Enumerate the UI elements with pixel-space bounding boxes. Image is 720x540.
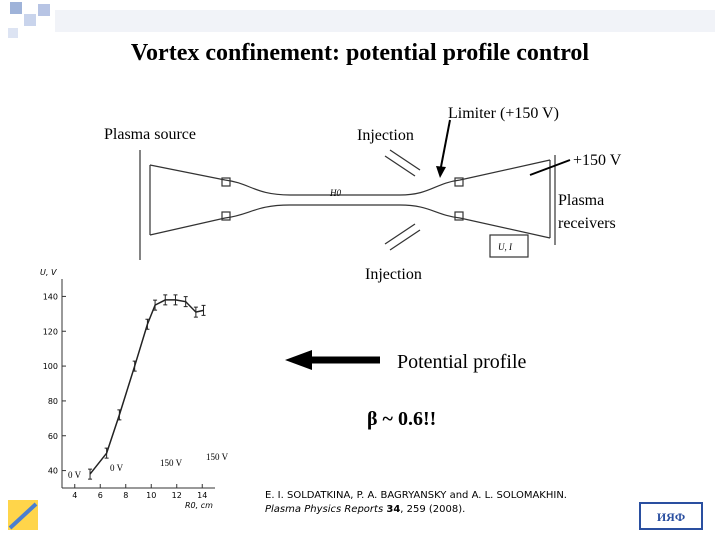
annotation: 0 V bbox=[110, 463, 124, 473]
data-point bbox=[201, 304, 206, 316]
x-tick-label: 14 bbox=[197, 491, 207, 500]
plasma-source-label: Plasma source bbox=[104, 126, 196, 143]
annotation: 0 V bbox=[68, 470, 82, 480]
data-point bbox=[88, 468, 93, 480]
y-tick-label: 80 bbox=[48, 397, 58, 406]
y-axis-label: U, V bbox=[40, 268, 57, 277]
citation-authors: E. I. SOLDATKINA, P. A. BAGRYANSKY and A… bbox=[265, 490, 567, 501]
limiter-label: Limiter (+150 V) bbox=[448, 105, 559, 122]
pages: , 259 (2008). bbox=[400, 504, 465, 515]
y-tick-label: 140 bbox=[43, 292, 58, 301]
annotation: 150 V bbox=[160, 458, 183, 468]
limiter-pointer bbox=[439, 119, 451, 173]
volume: 34 bbox=[386, 504, 400, 515]
x-axis-label: R0, cm bbox=[185, 501, 213, 510]
journal: Plasma Physics Reports bbox=[265, 504, 383, 515]
receivers-label: receivers bbox=[558, 215, 616, 232]
logo-left bbox=[8, 500, 38, 530]
x-tick-label: 12 bbox=[172, 491, 182, 500]
injection-label: Injection bbox=[365, 266, 422, 283]
data-point bbox=[153, 299, 158, 311]
voltage-pointer bbox=[529, 159, 571, 176]
data-point bbox=[173, 294, 178, 306]
potential-plot: 40 60 80 100 120 140 4 6 8 10 12 14 U, V R0, cm 0 V 0 V… bbox=[40, 268, 229, 510]
injection-label: Injection bbox=[357, 127, 414, 144]
arrow-head bbox=[436, 166, 446, 178]
y-tick-label: 60 bbox=[48, 432, 58, 441]
field-label: H0 bbox=[329, 188, 341, 198]
data-point bbox=[183, 296, 188, 308]
corner-decor bbox=[8, 2, 715, 38]
data-point bbox=[117, 409, 122, 421]
data-point bbox=[132, 360, 137, 372]
annotation: 150 V bbox=[206, 452, 229, 462]
y-tick-label: 100 bbox=[43, 362, 58, 371]
svg-text:ИЯФ: ИЯФ bbox=[657, 510, 685, 524]
beta-label: β ~ 0.6!! bbox=[367, 408, 436, 430]
x-tick-label: 10 bbox=[146, 491, 156, 500]
data-point bbox=[193, 306, 198, 318]
receivers-label: Plasma bbox=[558, 192, 604, 209]
arrow-head bbox=[285, 350, 312, 370]
x-tick-label: 6 bbox=[98, 491, 103, 500]
voltage-label: +150 V bbox=[573, 152, 622, 169]
y-tick-label: 40 bbox=[48, 467, 58, 476]
data-point bbox=[104, 447, 109, 459]
citation-ref: Plasma Physics Reports 34, 259 (2008). bbox=[265, 504, 465, 515]
slide-title: Vortex confinement: potential profile co… bbox=[131, 40, 589, 66]
y-tick-label: 120 bbox=[43, 327, 58, 336]
data-point bbox=[145, 318, 150, 330]
meter-label: U, I bbox=[498, 242, 513, 252]
x-tick-label: 8 bbox=[123, 491, 128, 500]
data-point bbox=[163, 294, 168, 306]
x-tick-label: 4 bbox=[72, 491, 77, 500]
device-diagram bbox=[139, 149, 556, 260]
logo-right: ИЯФ bbox=[639, 502, 703, 530]
arrow-label: Potential profile bbox=[397, 351, 527, 373]
